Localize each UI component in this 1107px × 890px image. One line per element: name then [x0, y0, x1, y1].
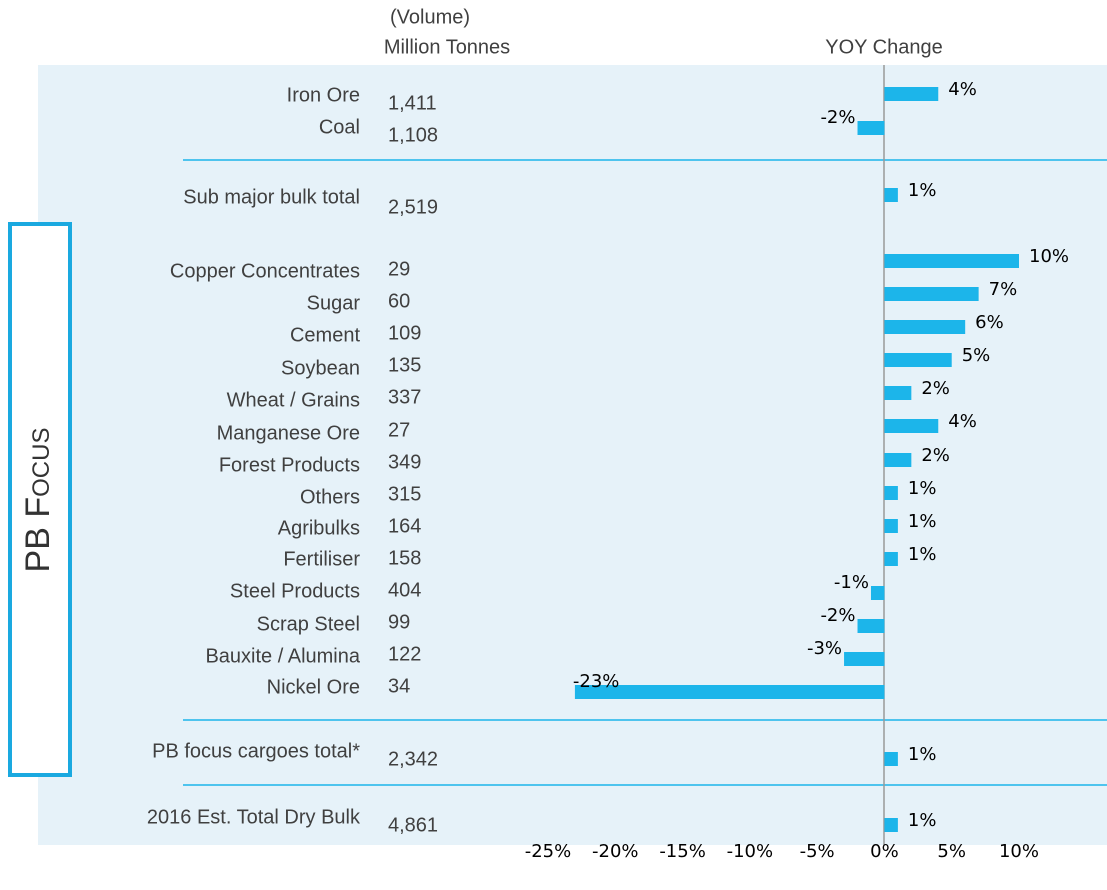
bar — [884, 486, 898, 500]
x-tick-label: -10% — [727, 841, 774, 862]
x-tick-label: -25% — [525, 841, 572, 862]
bar — [884, 353, 952, 367]
category-label: Coal — [319, 116, 360, 138]
category-label: Iron Ore — [287, 84, 360, 106]
category-label: Sub major bulk total — [183, 186, 360, 208]
category-label: Wheat / Grains — [227, 389, 360, 411]
group-label: PB Focus — [19, 428, 57, 573]
volume-label: 337 — [388, 386, 421, 408]
bar — [884, 419, 939, 433]
volume-label: 2,519 — [388, 196, 438, 218]
volume-header: Million Tonnes — [384, 36, 510, 58]
data-label: 1% — [908, 478, 937, 499]
bar — [884, 752, 898, 766]
volume-label: 34 — [388, 675, 410, 697]
data-label: 1% — [908, 511, 937, 532]
data-label: -23% — [573, 671, 620, 692]
data-label: -1% — [834, 572, 869, 593]
bar — [844, 652, 885, 666]
data-label: 1% — [908, 744, 937, 765]
bar — [857, 619, 885, 633]
category-label: Sugar — [307, 292, 361, 314]
category-label: Soybean — [281, 357, 360, 379]
x-tick-label: -15% — [659, 841, 706, 862]
bar — [574, 685, 885, 699]
volume-label: 349 — [388, 451, 421, 473]
bar — [884, 386, 912, 400]
change-header: YOY Change — [825, 36, 943, 58]
background-band — [38, 65, 1107, 845]
volume-label: 4,861 — [388, 814, 438, 836]
volume-label: 2,342 — [388, 748, 438, 770]
x-tick-label: -5% — [800, 841, 835, 862]
x-tick-label: 10% — [999, 841, 1039, 862]
bar — [884, 519, 898, 533]
volume-label: 1,411 — [388, 92, 437, 114]
bar — [884, 320, 966, 334]
category-label: Bauxite / Alumina — [205, 645, 360, 667]
category-label: Copper Concentrates — [170, 260, 360, 282]
bar — [884, 552, 898, 566]
data-label: 10% — [1029, 246, 1069, 267]
x-tick-label: -20% — [592, 841, 639, 862]
volume-label: 164 — [388, 515, 421, 537]
category-label: Agribulks — [278, 517, 360, 539]
data-label: 5% — [962, 345, 991, 366]
category-label: Cement — [290, 324, 360, 346]
data-label: 4% — [948, 79, 977, 100]
data-label: -2% — [820, 107, 855, 128]
category-label: Fertiliser — [283, 548, 360, 570]
category-label: Steel Products — [230, 580, 360, 602]
volume-label: 135 — [388, 354, 421, 376]
volume-label: 29 — [388, 258, 410, 280]
bar — [857, 121, 885, 135]
volume-label: 60 — [388, 290, 410, 312]
category-label: Scrap Steel — [257, 613, 360, 635]
data-label: -3% — [807, 638, 842, 659]
bar — [884, 453, 912, 467]
data-label: 1% — [908, 180, 937, 201]
category-label: 2016 Est. Total Dry Bulk — [147, 806, 361, 828]
volume-label: 109 — [388, 322, 421, 344]
category-label: PB focus cargoes total* — [152, 740, 360, 762]
bar — [870, 586, 885, 600]
data-label: 6% — [975, 312, 1004, 333]
volume-label: 122 — [388, 643, 421, 665]
bar — [884, 188, 898, 202]
data-label: 7% — [989, 279, 1018, 300]
volume-header: (Volume) — [390, 6, 470, 28]
category-label: Manganese Ore — [217, 422, 360, 444]
data-label: 1% — [908, 810, 937, 831]
volume-label: 99 — [388, 611, 410, 633]
data-label: 1% — [908, 544, 937, 565]
x-tick-label: 0% — [870, 841, 899, 862]
data-label: 2% — [921, 378, 950, 399]
volume-label: 404 — [388, 579, 421, 601]
category-label: Others — [300, 486, 360, 508]
category-label: Nickel Ore — [267, 676, 360, 698]
category-label: Forest Products — [219, 454, 360, 476]
bar — [884, 254, 1019, 268]
data-label: 2% — [921, 445, 950, 466]
group-box — [8, 222, 72, 777]
data-label: -2% — [820, 605, 855, 626]
volume-label: 27 — [388, 419, 410, 441]
volume-label: 1,108 — [388, 124, 438, 146]
bar — [884, 818, 898, 832]
volume-label: 158 — [388, 547, 421, 569]
data-label: 4% — [948, 411, 977, 432]
volume-label: 315 — [388, 483, 421, 505]
x-tick-label: 5% — [937, 841, 966, 862]
bar — [884, 287, 979, 301]
bar — [884, 87, 939, 101]
